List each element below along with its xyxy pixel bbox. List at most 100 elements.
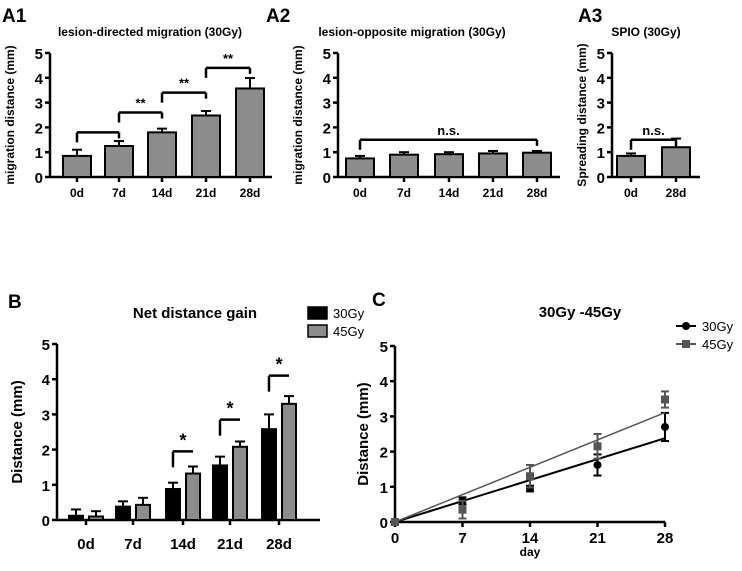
bar-30Gy-0d — [616, 154, 646, 178]
y-tick-label: 2 — [323, 120, 331, 137]
bar-30Gy-7d — [389, 153, 419, 178]
bar-30Gy-28d — [235, 87, 265, 178]
bar-30Gy-14d — [147, 131, 177, 178]
panel-label: B — [8, 292, 22, 313]
x-tick-label: 7d — [112, 186, 126, 200]
x-tick-label: 21d — [217, 536, 243, 553]
bar-30Gy-0d — [345, 157, 375, 178]
x-tick-label: 7 — [458, 530, 466, 547]
x-axis-label: day — [520, 545, 541, 559]
bar-45Gy-28d — [281, 402, 297, 521]
chart-title: 30Gy -45Gy — [539, 304, 622, 321]
panel-label: A1 — [2, 6, 27, 27]
significance-label: n.s. — [642, 123, 664, 138]
x-tick-label: 0d — [353, 186, 367, 200]
x-tick-label: 0 — [391, 530, 399, 547]
x-tick-label: 14 — [522, 530, 539, 547]
y-axis-label: Distance (mm) — [9, 380, 26, 483]
y-tick-label: 4 — [35, 71, 44, 88]
significance-label: * — [226, 399, 233, 419]
bar-30Gy-21d — [478, 152, 508, 179]
point-30Gy — [661, 422, 669, 431]
legend-label: 45Gy — [702, 337, 734, 352]
x-tick-label: 21 — [589, 530, 606, 547]
y-tick-label: 1 — [597, 145, 605, 162]
bar-30Gy-7d — [104, 145, 134, 178]
x-tick-label: 28d — [240, 186, 261, 200]
y-tick-label: 3 — [597, 96, 605, 113]
y-tick-label: 5 — [42, 337, 50, 354]
y-tick-label: 2 — [35, 120, 43, 137]
y-tick-label: 0 — [597, 170, 605, 187]
x-tick-label: 0d — [624, 186, 638, 200]
significance-label: ** — [179, 76, 190, 91]
x-tick-label: 14d — [170, 536, 196, 553]
y-tick-label: 1 — [42, 478, 50, 495]
legend-swatch — [307, 324, 328, 338]
x-tick-label: 21d — [196, 186, 217, 200]
bar-30Gy-0d — [68, 514, 84, 522]
legend-marker — [682, 322, 690, 330]
bar-30Gy-21d — [191, 114, 221, 179]
bar-45Gy-14d — [185, 472, 201, 522]
bar-45Gy-21d — [232, 445, 248, 521]
y-tick-label: 1 — [35, 145, 43, 162]
bar-45Gy-7d — [135, 503, 151, 522]
x-tick-label: 0d — [77, 536, 95, 553]
y-tick-label: 5 — [597, 46, 605, 63]
x-tick-label: 7d — [397, 186, 411, 200]
x-tick-label: 28 — [657, 530, 674, 547]
significance-label: ** — [135, 96, 146, 111]
x-tick-label: 28d — [527, 186, 548, 200]
point-45Gy — [458, 505, 467, 514]
bar-30Gy-21d — [212, 464, 228, 522]
bar-45Gy-0d — [88, 515, 104, 521]
legend-label: 30Gy — [702, 319, 734, 334]
y-axis-label: Distance (mm) — [355, 382, 372, 485]
bar-30Gy-0d — [62, 154, 92, 178]
panel-label: C — [372, 290, 386, 311]
y-tick-label: 0 — [323, 170, 331, 187]
significance-label: * — [275, 355, 282, 375]
y-tick-label: 3 — [42, 407, 50, 424]
x-tick-label: 7d — [124, 536, 142, 553]
x-tick-label: 14d — [152, 186, 173, 200]
y-tick-label: 5 — [380, 339, 388, 356]
chart-title: lesion-opposite migration (30Gy) — [318, 25, 505, 39]
y-tick-label: 1 — [380, 480, 388, 497]
significance-label: ** — [223, 51, 234, 66]
bar-30Gy-28d — [261, 428, 277, 521]
point-45Gy — [593, 442, 602, 451]
significance-label: * — [179, 430, 186, 450]
point-45Gy — [661, 395, 669, 404]
y-axis-label: migration distance (mm) — [291, 45, 305, 184]
x-tick-label: 0d — [70, 186, 84, 200]
legend-label: 30Gy — [333, 306, 365, 321]
chart-title: lesion-directed migration (30Gy) — [58, 25, 242, 39]
panel-label: A3 — [578, 6, 602, 27]
bar-30Gy-7d — [115, 505, 131, 521]
y-axis-label: migration distance (mm) — [3, 45, 17, 184]
x-tick-label: 21d — [483, 186, 504, 200]
y-axis-label: Spreading distance (mm) — [575, 43, 589, 186]
chart-title: SPIO (30Gy) — [611, 25, 680, 39]
y-tick-label: 2 — [42, 443, 50, 460]
y-tick-label: 2 — [380, 445, 388, 462]
point-30Gy — [593, 460, 602, 469]
chart-title: Net distance gain — [133, 305, 257, 322]
bar-30Gy-14d — [165, 488, 181, 521]
y-tick-label: 4 — [597, 71, 606, 88]
y-tick-label: 2 — [597, 120, 605, 137]
y-tick-label: 4 — [380, 374, 389, 391]
point-45Gy — [391, 518, 399, 526]
legend-marker — [682, 340, 690, 348]
y-tick-label: 4 — [323, 71, 332, 88]
y-tick-label: 5 — [35, 46, 43, 63]
y-tick-label: 0 — [35, 170, 43, 187]
x-tick-label: 28d — [666, 186, 687, 200]
y-tick-label: 4 — [42, 372, 51, 389]
y-tick-label: 0 — [380, 515, 388, 532]
bar-30Gy-28d — [522, 151, 552, 178]
